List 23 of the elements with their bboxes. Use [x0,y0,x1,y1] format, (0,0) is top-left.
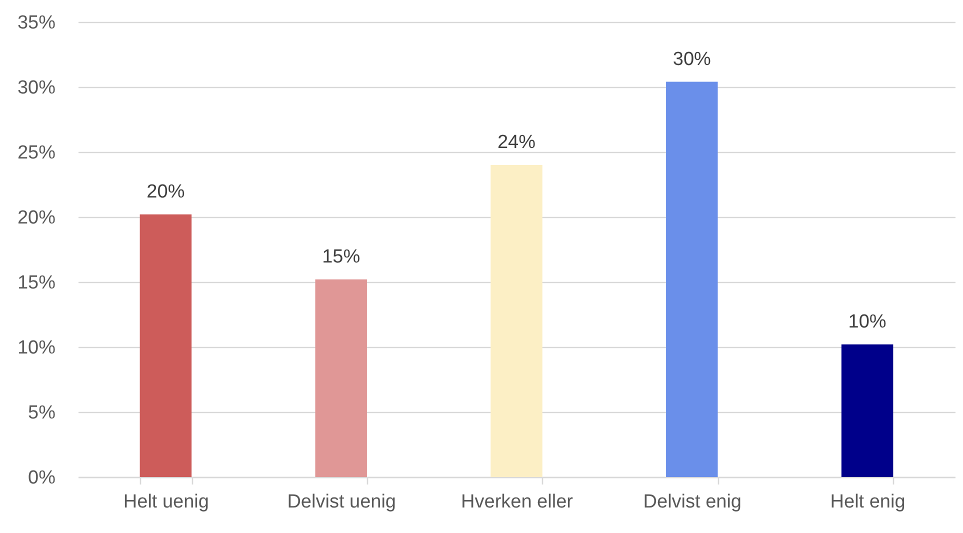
x-tick-label: Delvist uenig [287,492,396,512]
bar [315,279,367,477]
y-tick-label: 10% [17,338,56,358]
bar [140,214,192,477]
bar [841,344,894,477]
data-label: 24% [497,132,536,153]
y-tick-label: 0% [28,468,56,488]
y-tick-label: 25% [17,142,56,164]
x-tick-label: Helt enig [830,492,906,512]
data-label: 10% [848,311,886,332]
data-label: 15% [322,246,360,268]
x-tick-label: Hverken eller [461,492,574,512]
data-label: 20% [146,181,185,202]
bar [490,165,542,477]
x-tick-label: Helt uenig [123,492,209,512]
data-label: 30% [672,48,712,70]
y-tick-label: 5% [28,402,56,424]
y-tick-label: 35% [17,12,56,34]
y-tick-label: 20% [17,208,56,228]
y-tick-label: 30% [17,78,56,98]
bar [666,82,718,477]
y-tick-label: 15% [17,272,56,294]
x-tick-label: Delvist enig [643,492,742,512]
